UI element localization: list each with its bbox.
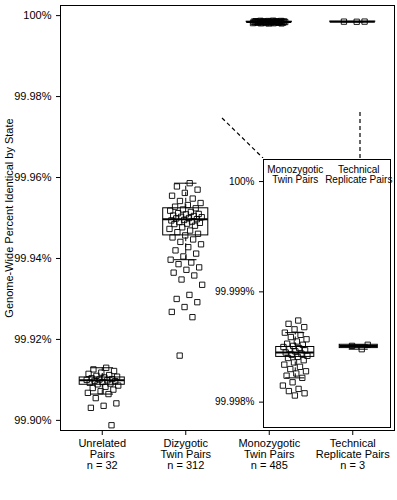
svg-text:MonozygoticTwin Pairsn = 485: MonozygoticTwin Pairsn = 485	[238, 437, 300, 471]
svg-text:UnrelatedPairsn = 32: UnrelatedPairsn = 32	[78, 437, 126, 471]
svg-text:MonozygoticTwin Pairs: MonozygoticTwin Pairs	[267, 164, 323, 185]
svg-text:99.90%: 99.90%	[14, 414, 52, 426]
svg-text:Genome-Wide Percent Identical: Genome-Wide Percent Identical by State	[3, 118, 15, 317]
svg-text:99.998%: 99.998%	[215, 396, 255, 407]
svg-text:TechnicalReplicate Pairs: TechnicalReplicate Pairs	[325, 164, 392, 185]
svg-text:99.96%: 99.96%	[14, 171, 52, 183]
svg-text:99.999%: 99.999%	[215, 286, 255, 297]
svg-text:100%: 100%	[229, 176, 255, 187]
svg-text:99.94%: 99.94%	[14, 252, 52, 264]
svg-text:DizygoticTwin Pairsn = 312: DizygoticTwin Pairsn = 312	[160, 437, 211, 471]
svg-text:99.92%: 99.92%	[14, 333, 52, 345]
svg-text:100%: 100%	[23, 9, 51, 21]
svg-text:99.98%: 99.98%	[14, 90, 52, 102]
svg-text:TechnicalReplicate Pairsn = 3: TechnicalReplicate Pairsn = 3	[316, 437, 390, 471]
